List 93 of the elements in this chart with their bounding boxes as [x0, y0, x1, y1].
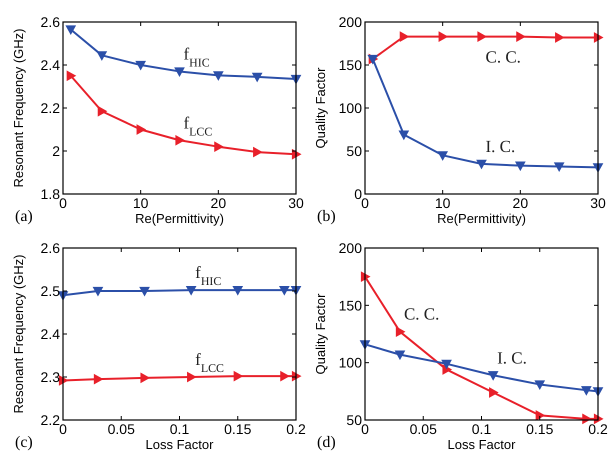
y-tick-label: 100 — [338, 354, 362, 371]
text: (c) — [15, 434, 33, 451]
series-label: f$_{HIC}$ — [195, 263, 222, 288]
point — [516, 32, 526, 42]
x-tick-label: 0.2 — [588, 421, 608, 437]
point — [438, 32, 448, 42]
x-tick-label: 0.15 — [224, 421, 252, 437]
y-tick-label: 2.2 — [40, 100, 60, 116]
point — [394, 350, 405, 360]
text: (d) — [317, 434, 336, 451]
point — [214, 142, 224, 152]
y-tick-label: 2.6 — [40, 240, 60, 256]
y-tick-label: 1.8 — [40, 186, 60, 202]
point — [554, 162, 564, 172]
point — [136, 124, 146, 134]
y-tick-label: 150 — [338, 57, 362, 73]
point — [213, 71, 224, 80]
x-tick-label: 10 — [132, 195, 149, 211]
y-tick-label: 2.4 — [40, 326, 60, 342]
series-label: f$_{HIC}$ — [184, 44, 210, 70]
text: (a) — [15, 208, 33, 225]
point — [400, 32, 409, 42]
series-label: I. C. — [486, 136, 516, 156]
series-label: C. C. — [486, 48, 521, 67]
point — [582, 414, 592, 424]
x-tick-label: 20 — [210, 195, 226, 211]
series-label: f$_{LCC}$ — [184, 113, 212, 138]
y-tick-label: 2 — [52, 143, 60, 159]
x-axis-title: Re(Permittivity) — [135, 211, 224, 226]
point — [174, 67, 184, 76]
point — [175, 135, 184, 146]
y-tick-label: 2.2 — [40, 412, 60, 428]
point — [534, 380, 545, 390]
x-tick-label: 10 — [434, 195, 451, 211]
point — [92, 286, 103, 296]
x-axis-title: Loss Factor — [146, 437, 214, 452]
y-tick-label: 50 — [346, 143, 362, 159]
x-tick-label: 30 — [288, 195, 304, 211]
point — [187, 372, 196, 382]
point — [477, 32, 486, 42]
series-label: I. C. — [497, 348, 527, 368]
point — [396, 326, 405, 337]
point — [280, 371, 290, 382]
y-tick-label: 2.3 — [40, 369, 60, 385]
x-tick-label: 0.15 — [526, 421, 554, 437]
point — [94, 374, 103, 384]
x-tick-label: 0.1 — [170, 421, 190, 437]
point — [515, 162, 526, 171]
point — [398, 130, 409, 140]
point — [488, 371, 498, 380]
point — [476, 160, 486, 169]
point — [555, 32, 564, 42]
point — [98, 106, 107, 116]
point — [96, 51, 107, 60]
y-axis-title: Resonant Frequency (GHz) — [11, 254, 26, 414]
x-axis-title: Re(Permittivity) — [437, 211, 526, 226]
point — [66, 70, 76, 81]
point — [234, 371, 243, 382]
y-tick-label: 150 — [338, 297, 362, 314]
point — [136, 60, 146, 70]
x-axis-title: Loss Factor — [448, 437, 516, 452]
point — [253, 147, 262, 158]
point — [232, 286, 243, 296]
point — [536, 410, 545, 420]
point — [140, 372, 150, 383]
series-label: C. C. — [404, 304, 440, 324]
y-tick-label: 2.5 — [40, 283, 60, 299]
y-axis-title: Resonant Frequency (GHz) — [11, 28, 26, 188]
x-tick-label: 0.2 — [286, 421, 306, 437]
y-tick-label: 100 — [338, 100, 362, 116]
y-axis-title: Quality Factor — [313, 292, 328, 374]
y-tick-label: 2.6 — [40, 14, 60, 30]
point — [252, 72, 262, 82]
y-tick-label: 200 — [338, 240, 362, 256]
point — [581, 386, 592, 396]
x-tick-label: 20 — [512, 195, 528, 211]
text: (b) — [317, 208, 336, 225]
y-tick-label: 200 — [338, 14, 362, 30]
y-axis-title: Quality Factor — [313, 66, 328, 148]
point — [66, 25, 76, 35]
x-tick-label: 0.05 — [108, 421, 136, 437]
point — [186, 286, 196, 296]
x-tick-label: 30 — [590, 195, 606, 211]
point — [442, 360, 452, 369]
point — [140, 286, 150, 296]
x-tick-label: 0.1 — [472, 421, 492, 437]
point — [438, 151, 448, 160]
point — [489, 387, 498, 398]
y-tick-label: 50 — [346, 412, 362, 428]
point — [279, 286, 290, 296]
y-tick-label: 2.4 — [40, 57, 60, 73]
series-label: f$_{LCC}$ — [195, 350, 224, 375]
x-tick-label: 0.05 — [410, 421, 438, 437]
